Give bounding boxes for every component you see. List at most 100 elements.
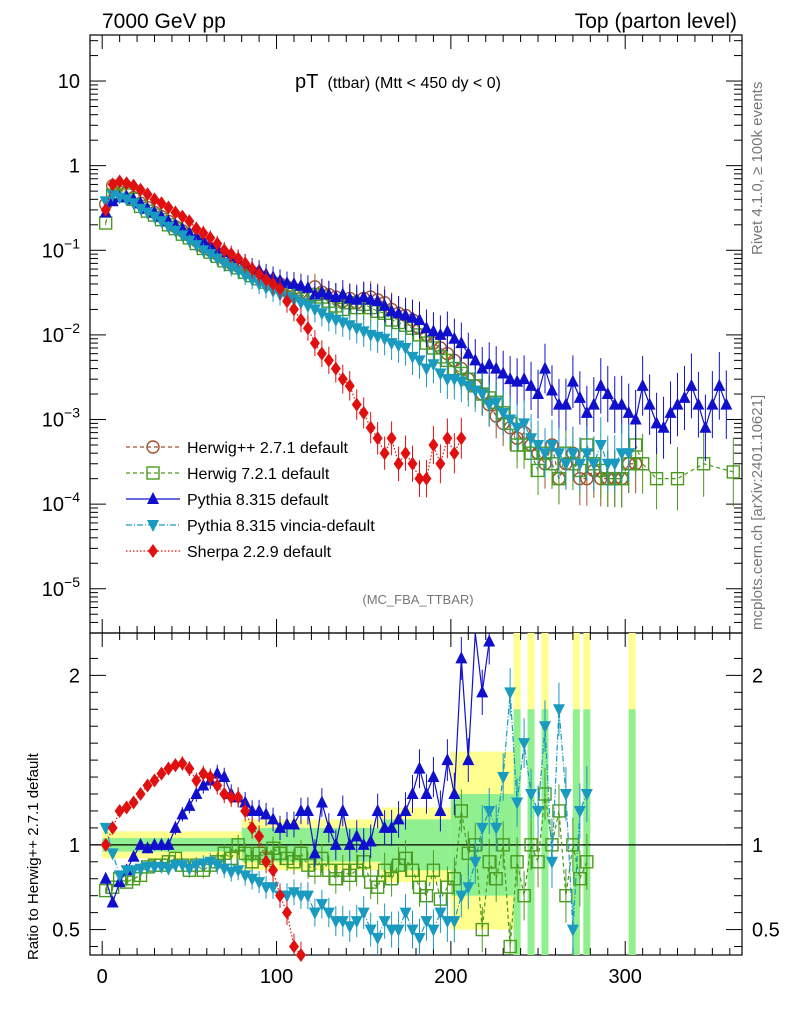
ratio-point [406,924,419,937]
ratio-point [162,837,175,850]
ratio-point [295,948,306,962]
main-point [399,343,412,356]
main-point [427,359,440,372]
ratio-point [301,803,314,816]
main-point [455,376,468,389]
ratio-point [100,837,111,852]
ratio-point [233,790,244,805]
main-point [330,361,341,376]
ratio-point [190,860,203,873]
ratio-point [183,798,196,811]
ratio-point [218,863,231,876]
main-title: pT (ttbar) (Mtt < 450 dy < 0) [295,71,501,93]
ratio-point [364,924,377,937]
main-point [407,456,418,471]
ratio-point [336,863,350,877]
ratio-point [301,890,314,903]
ratio-point [448,916,461,929]
y-tick-base: 10 [42,410,64,432]
y-tick-label: 10 [58,71,80,93]
ratio-point [524,838,538,852]
ratio-point [552,704,565,717]
ratio-point [434,803,447,816]
ratio-point [238,846,252,861]
main-point [539,361,552,374]
main-point [100,202,111,217]
main-point [371,294,384,307]
ratio-point [448,787,461,799]
main-point [344,378,355,393]
ratio-point [566,924,579,937]
ratio-ylabel: Ratio to Herwig++ 2.7.1 default [25,752,42,960]
main-point [309,336,320,351]
main-point [532,439,545,452]
ratio-point [420,916,433,929]
ratio-point [413,933,426,946]
ratio-point [170,758,181,773]
main-point [288,302,299,317]
ratio-band [513,709,521,955]
main-point [525,378,538,391]
main-point [308,304,321,317]
ratio-point [149,773,160,788]
ratio-point [441,753,454,766]
ratio-point [128,795,139,810]
main-point [183,235,196,248]
ratio-point [176,860,189,873]
main-point [518,372,531,385]
ratio-point [177,756,188,771]
ratio-point [176,807,189,820]
main-point [699,420,712,433]
main-point [275,281,286,296]
main-point [233,251,244,266]
main-point [315,285,328,298]
main-point [511,422,524,435]
main-point [127,198,140,211]
ratio-point [191,773,202,788]
x-tick-label: 0 [97,966,108,988]
main-point [135,182,146,197]
main-point [378,333,391,346]
main-point [386,431,397,446]
main-point [294,297,307,310]
y-tick-base: 10 [42,579,64,601]
x-tick-label: 200 [434,966,467,988]
ratio-point [287,855,301,869]
legend-label: Pythia 8.315 default [187,492,329,509]
ratio-point [447,872,462,886]
main-point [643,397,656,410]
main-point [315,308,328,321]
ratio-point [232,865,245,878]
main-point [302,321,313,336]
main-point [462,380,475,393]
main-point [226,247,237,262]
ratio-y-tick-label: 2 [69,665,80,687]
main-point [670,471,685,486]
ratio-point [357,907,370,920]
ratio-point [336,916,349,929]
ratio-point [197,778,210,791]
main-point [449,446,460,461]
main-point [601,387,614,400]
ratio-point [99,871,112,884]
y-tick-label: 10−3 [42,405,80,432]
ratio-point [322,907,335,920]
ratio-point [247,820,258,835]
main-point [671,397,684,410]
main-point [400,446,411,461]
ratio-point [308,846,321,859]
ratio-point [218,770,231,783]
main-point [155,216,168,229]
ratio-point [427,924,440,937]
ratio-point [412,880,427,894]
main-point [379,446,390,461]
ratio-point [322,863,336,877]
legend-label: Herwig 7.2.1 default [187,466,330,483]
ratio-point [253,803,266,816]
main-point [385,304,398,317]
ratio-point [398,851,413,866]
main-point [448,331,461,344]
y-tick-exp: −2 [64,320,80,336]
main-point [246,274,259,287]
